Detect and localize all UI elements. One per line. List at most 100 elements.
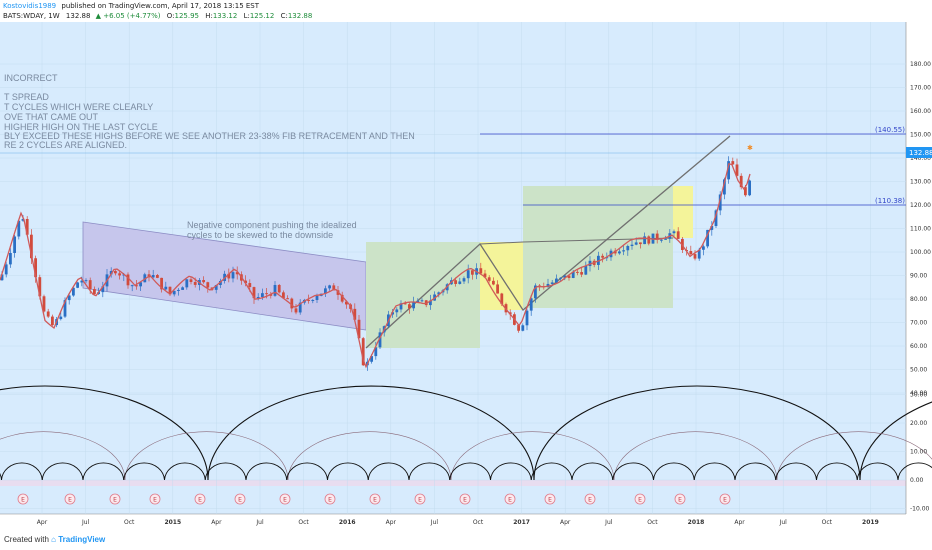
- earnings-event-icon: [634, 493, 646, 505]
- earnings-event-icon: [17, 493, 29, 505]
- candle-body: [202, 280, 205, 283]
- candle-body: [311, 300, 315, 302]
- earnings-event-icon: [719, 493, 731, 505]
- symbol-label: BATS:WDAY, 1W: [3, 12, 60, 20]
- candle-body: [735, 164, 739, 176]
- header-line1: Kostovidis1989 published on TradingView.…: [3, 2, 260, 10]
- close-label: C:: [281, 12, 288, 20]
- candle-body: [618, 251, 621, 254]
- note-line: T SPREAD: [4, 92, 49, 102]
- candle-body: [605, 257, 609, 259]
- price-tick-label: 70.00: [910, 320, 927, 327]
- note-line: RE 2 CYCLES ARE ALIGNED.: [4, 140, 127, 150]
- price-tick-label: 150.00: [910, 132, 931, 139]
- candle-body: [181, 287, 184, 290]
- candle-body: [361, 338, 365, 366]
- candle-body: [256, 296, 260, 299]
- note-line: T CYCLES WHICH WERE CLEARLY: [4, 102, 153, 112]
- small-cycle-arcs: [0, 462, 932, 481]
- earnings-event-icon: [369, 493, 381, 505]
- candle-body: [353, 308, 357, 320]
- time-tick-label: Jul: [81, 519, 90, 526]
- earnings-event-icon: [64, 493, 76, 505]
- price-tick-label: 90.00: [910, 273, 927, 280]
- candle-body: [395, 309, 399, 313]
- note-line: BLY EXCEED THESE HIGHS BEFORE WE SEE ANO…: [4, 131, 415, 141]
- candle-body: [315, 295, 319, 301]
- candle-body: [693, 254, 697, 259]
- candle-body: [479, 268, 483, 274]
- candle-body: [214, 285, 218, 290]
- candle-body: [0, 274, 4, 281]
- candle-body: [101, 286, 105, 293]
- candle-body: [206, 282, 210, 288]
- big-cycle-arc: [0, 385, 209, 481]
- candle-body: [534, 285, 537, 299]
- time-tick-label: 2018: [688, 519, 705, 526]
- time-tick-label: Oct: [298, 519, 309, 526]
- level-label-110: (110.38): [875, 197, 905, 205]
- analysis-notes: INCORRECT T SPREAD T CYCLES WHICH WERE C…: [4, 73, 415, 150]
- earnings-event-icon: [109, 493, 121, 505]
- footer-brand[interactable]: TradingView: [58, 535, 106, 544]
- small-cycle-arc: [693, 462, 736, 481]
- pullback-box-2: [673, 186, 693, 238]
- mid-cycle-arc: [776, 431, 932, 481]
- big-cycle-arc: [859, 401, 932, 481]
- candle-body: [660, 239, 663, 241]
- star-marker: ✱: [747, 144, 753, 152]
- candle-body: [340, 294, 344, 302]
- mid-cycle-arc: [287, 431, 452, 481]
- candle-body: [193, 281, 197, 285]
- candle-body: [9, 253, 12, 265]
- candle-body: [51, 316, 54, 326]
- earnings-event-label: E: [678, 497, 682, 504]
- time-tick-label: 2017: [513, 519, 530, 526]
- candle-body: [517, 324, 520, 331]
- earnings-event-label: E: [418, 497, 422, 504]
- time-tick-label: Jul: [255, 519, 264, 526]
- candle-body: [21, 219, 25, 221]
- author-link[interactable]: Kostovidis1989: [3, 2, 56, 10]
- candle-body: [93, 289, 96, 295]
- note-line: HIGHER HIGH ON THE LAST CYCLE: [4, 122, 158, 132]
- candle-body: [672, 231, 676, 234]
- candle-body: [412, 302, 415, 309]
- price-tick-label: 50.00: [910, 367, 927, 374]
- candle-body: [391, 312, 394, 315]
- candle-body: [118, 273, 121, 276]
- earnings-event-icon: [194, 493, 206, 505]
- candle-body: [168, 286, 172, 295]
- candle-body: [647, 236, 651, 244]
- small-cycle-arc: [1, 462, 43, 481]
- candle-body: [529, 298, 533, 311]
- candle-body: [130, 285, 134, 287]
- header-line2: BATS:WDAY, 1W 132.88 ▲ +6.05 (+4.77%) O:…: [3, 12, 312, 20]
- earnings-event-label: E: [153, 497, 157, 504]
- earnings-event-label: E: [463, 497, 467, 504]
- close-value: 132.88: [288, 12, 313, 20]
- candle-body: [420, 300, 424, 302]
- small-cycle-arc: [82, 462, 125, 481]
- time-tick-label: Apr: [734, 519, 745, 526]
- earnings-event-label: E: [588, 497, 592, 504]
- earnings-event-label: E: [548, 497, 552, 504]
- candle-body: [328, 285, 331, 289]
- candle-body: [324, 288, 327, 294]
- price-tick-label: 100.00: [910, 249, 931, 256]
- candle-body: [378, 332, 382, 348]
- mid-cycle-arc: [450, 431, 615, 481]
- mid-cycle-arc: [124, 431, 289, 481]
- candle-body: [59, 316, 63, 320]
- candle-body: [282, 292, 285, 299]
- candle-body: [571, 271, 575, 279]
- candle-body: [80, 280, 84, 283]
- annotation-line: Negative component pushing the idealized: [187, 220, 357, 230]
- time-tick-label: Oct: [124, 519, 135, 526]
- candle-body: [639, 242, 642, 245]
- earnings-event-icon: [324, 493, 336, 505]
- candle-body: [185, 279, 189, 288]
- candle-body: [702, 246, 705, 250]
- level-label-140: (140.55): [875, 126, 905, 134]
